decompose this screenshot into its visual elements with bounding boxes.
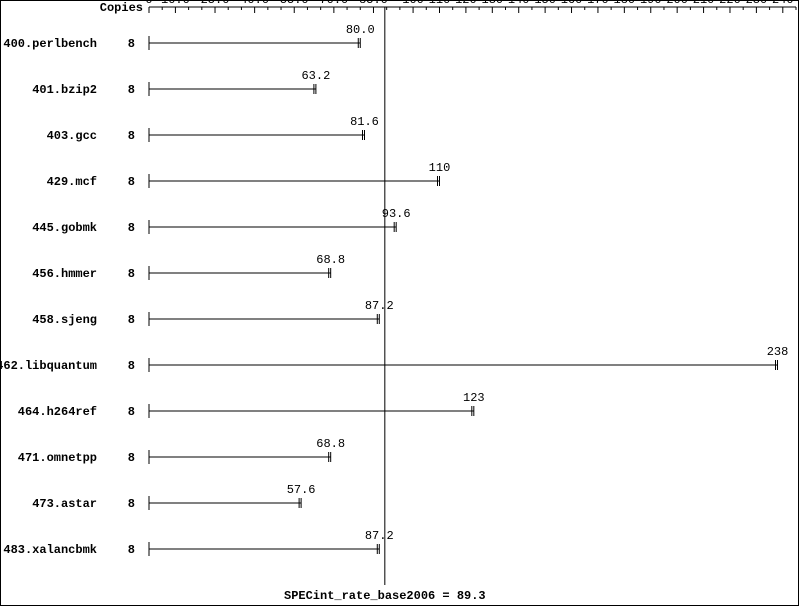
benchmark-name: 401.bzip2 [32, 83, 97, 97]
copies-value: 8 [128, 83, 135, 97]
benchmark-name: 483.xalancbmk [3, 543, 97, 557]
copies-value: 8 [128, 543, 135, 557]
copies-header: Copies [100, 1, 143, 15]
result-value-label: 80.0 [346, 23, 375, 37]
result-value-label: 93.6 [382, 207, 411, 221]
axis-tick-label: 130 [482, 1, 504, 7]
benchmark-name: 400.perlbench [3, 37, 97, 51]
axis-tick-label: 210 [693, 1, 715, 7]
result-value-label: 63.2 [301, 69, 330, 83]
benchmark-name: 429.mcf [47, 175, 97, 189]
copies-value: 8 [128, 313, 135, 327]
benchmark-name: 456.hmmer [32, 267, 97, 281]
axis-tick-label: 180 [614, 1, 636, 7]
axis-tick-label: 160 [561, 1, 583, 7]
axis-tick-label: 85.0 [359, 1, 388, 7]
axis-tick-label: 200 [666, 1, 688, 7]
result-value-label: 238 [767, 345, 789, 359]
benchmark-name: 464.h264ref [18, 405, 97, 419]
axis-tick-label: 110 [429, 1, 451, 7]
copies-value: 8 [128, 267, 135, 281]
axis-tick-label: 170 [587, 1, 609, 7]
result-value-label: 87.2 [365, 529, 394, 543]
copies-value: 8 [128, 359, 135, 373]
axis-tick-label: 150 [534, 1, 556, 7]
chart-svg: 0 10.0 25.0 40.0 55.0 70.0 85.0 100 110 120 130 140… [1, 1, 799, 607]
result-value-label: 110 [429, 161, 451, 175]
benchmark-name: 473.astar [32, 497, 97, 511]
axis-tick-label: 240 [772, 1, 794, 7]
axis-tick-label: 25.0 [201, 1, 230, 7]
result-value-label: 123 [463, 391, 485, 405]
copies-value: 8 [128, 221, 135, 235]
axis-tick-label: 40.0 [240, 1, 269, 7]
result-value-label: 81.6 [350, 115, 379, 129]
result-value-label: 57.6 [287, 483, 316, 497]
result-value-label: 68.8 [316, 437, 345, 451]
axis-tick-label: 55.0 [280, 1, 309, 7]
copies-value: 8 [128, 129, 135, 143]
copies-value: 8 [128, 175, 135, 189]
benchmark-name: 403.gcc [47, 129, 97, 143]
copies-value: 8 [128, 497, 135, 511]
result-value-label: 68.8 [316, 253, 345, 267]
axis-tick-label: 0 [145, 1, 152, 7]
benchmark-name: 462.libquantum [1, 359, 97, 373]
axis-tick-label: 230 [746, 1, 768, 7]
benchmark-name: 471.omnetpp [18, 451, 97, 465]
axis-tick-label: 190 [640, 1, 662, 7]
axis-tick-label: 70.0 [319, 1, 348, 7]
axis-tick-label: 10.0 [161, 1, 190, 7]
benchmark-name: 445.gobmk [32, 221, 97, 235]
axis-tick-label: 100 [402, 1, 424, 7]
axis-tick-label: 140 [508, 1, 530, 7]
copies-value: 8 [128, 37, 135, 51]
result-value-label: 87.2 [365, 299, 394, 313]
copies-value: 8 [128, 405, 135, 419]
benchmark-name: 458.sjeng [32, 313, 97, 327]
spec-chart: 0 10.0 25.0 40.0 55.0 70.0 85.0 100 110 120 130 140… [0, 0, 799, 606]
axis-tick-label: 220 [719, 1, 741, 7]
chart-footer: SPECint_rate_base2006 = 89.3 [284, 589, 486, 603]
copies-value: 8 [128, 451, 135, 465]
axis-tick-label: 120 [455, 1, 477, 7]
